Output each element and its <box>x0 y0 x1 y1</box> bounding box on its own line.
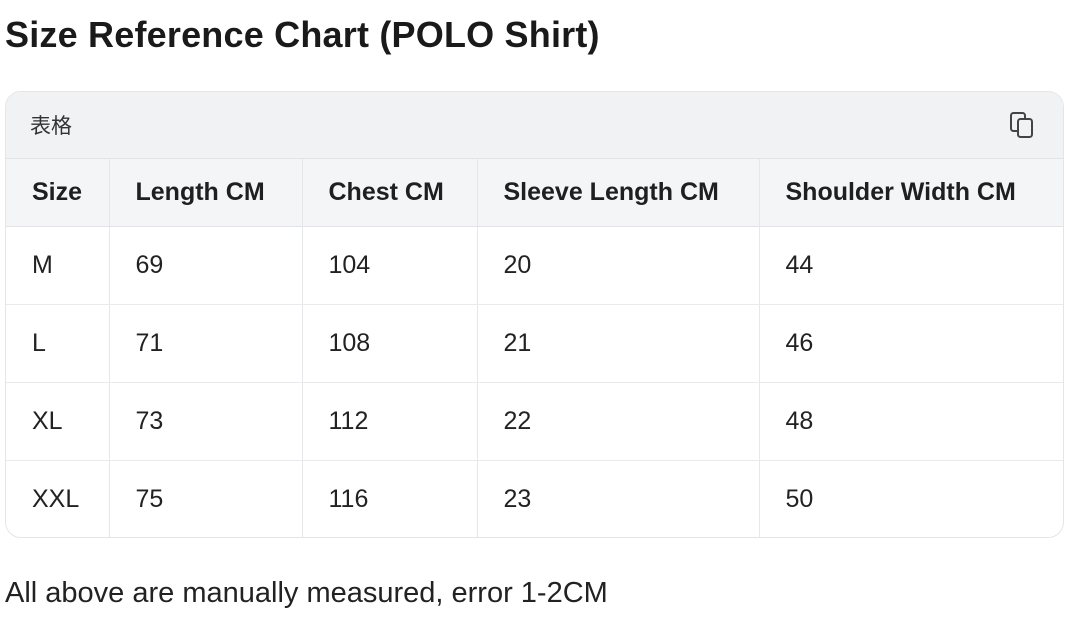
table-card: 表格 Size Length CM Chest CM Sleeve Length… <box>5 91 1064 538</box>
cell-length: 73 <box>109 382 303 461</box>
cell-chest: 104 <box>302 226 478 305</box>
column-header-length: Length CM <box>109 159 303 227</box>
cell-shoulder-width: 50 <box>785 484 814 513</box>
cell-sleeve-length: 23 <box>477 460 760 537</box>
table-card-label: 表格 <box>30 114 72 138</box>
page-title: Size Reference Chart (POLO Shirt) <box>5 14 600 55</box>
column-header-size: Size <box>6 159 110 227</box>
cell-chest: 112 <box>302 382 478 461</box>
cell-length: 75 <box>109 460 303 537</box>
table-row: M 69 104 20 44 <box>6 226 1063 305</box>
column-header-chest: Chest CM <box>302 159 478 227</box>
measurement-note: All above are manually measured, error 1… <box>5 577 608 609</box>
copy-icon <box>1009 111 1035 139</box>
cell-size: M <box>6 226 110 305</box>
cell-shoulder-width: 48 <box>759 382 1063 461</box>
cell-length: 69 <box>109 226 303 305</box>
cell-sleeve-length: 20 <box>477 226 760 305</box>
cell-sleeve-length: 21 <box>477 304 760 383</box>
cell-size: L <box>6 304 110 383</box>
cell-chest: 108 <box>302 304 478 383</box>
table-row: L 71 108 21 46 <box>6 304 1063 383</box>
cell-size: XL <box>6 382 110 461</box>
table-card-header: 表格 <box>6 92 1063 159</box>
cell-chest: 116 <box>302 460 478 537</box>
cell-shoulder-width: 44 <box>759 226 1063 305</box>
copy-button[interactable] <box>1007 110 1037 140</box>
cell-size: XXL <box>6 460 110 537</box>
column-header-sleeve-length: Sleeve Length CM <box>477 159 760 227</box>
cell-sleeve-length: 22 <box>477 382 760 461</box>
column-header-shoulder-width: Shoulder Width CM <box>759 159 1063 227</box>
table-header-row: Size Length CM Chest CM Sleeve Length CM… <box>6 159 1063 227</box>
table-row: XL 73 112 22 48 <box>6 382 1063 461</box>
table-row: XXL 75 116 23 50 <box>6 460 1063 537</box>
cell-length: 71 <box>109 304 303 383</box>
cell-shoulder-width: 46 <box>759 304 1063 383</box>
size-table: Size Length CM Chest CM Sleeve Length CM… <box>6 159 1063 537</box>
